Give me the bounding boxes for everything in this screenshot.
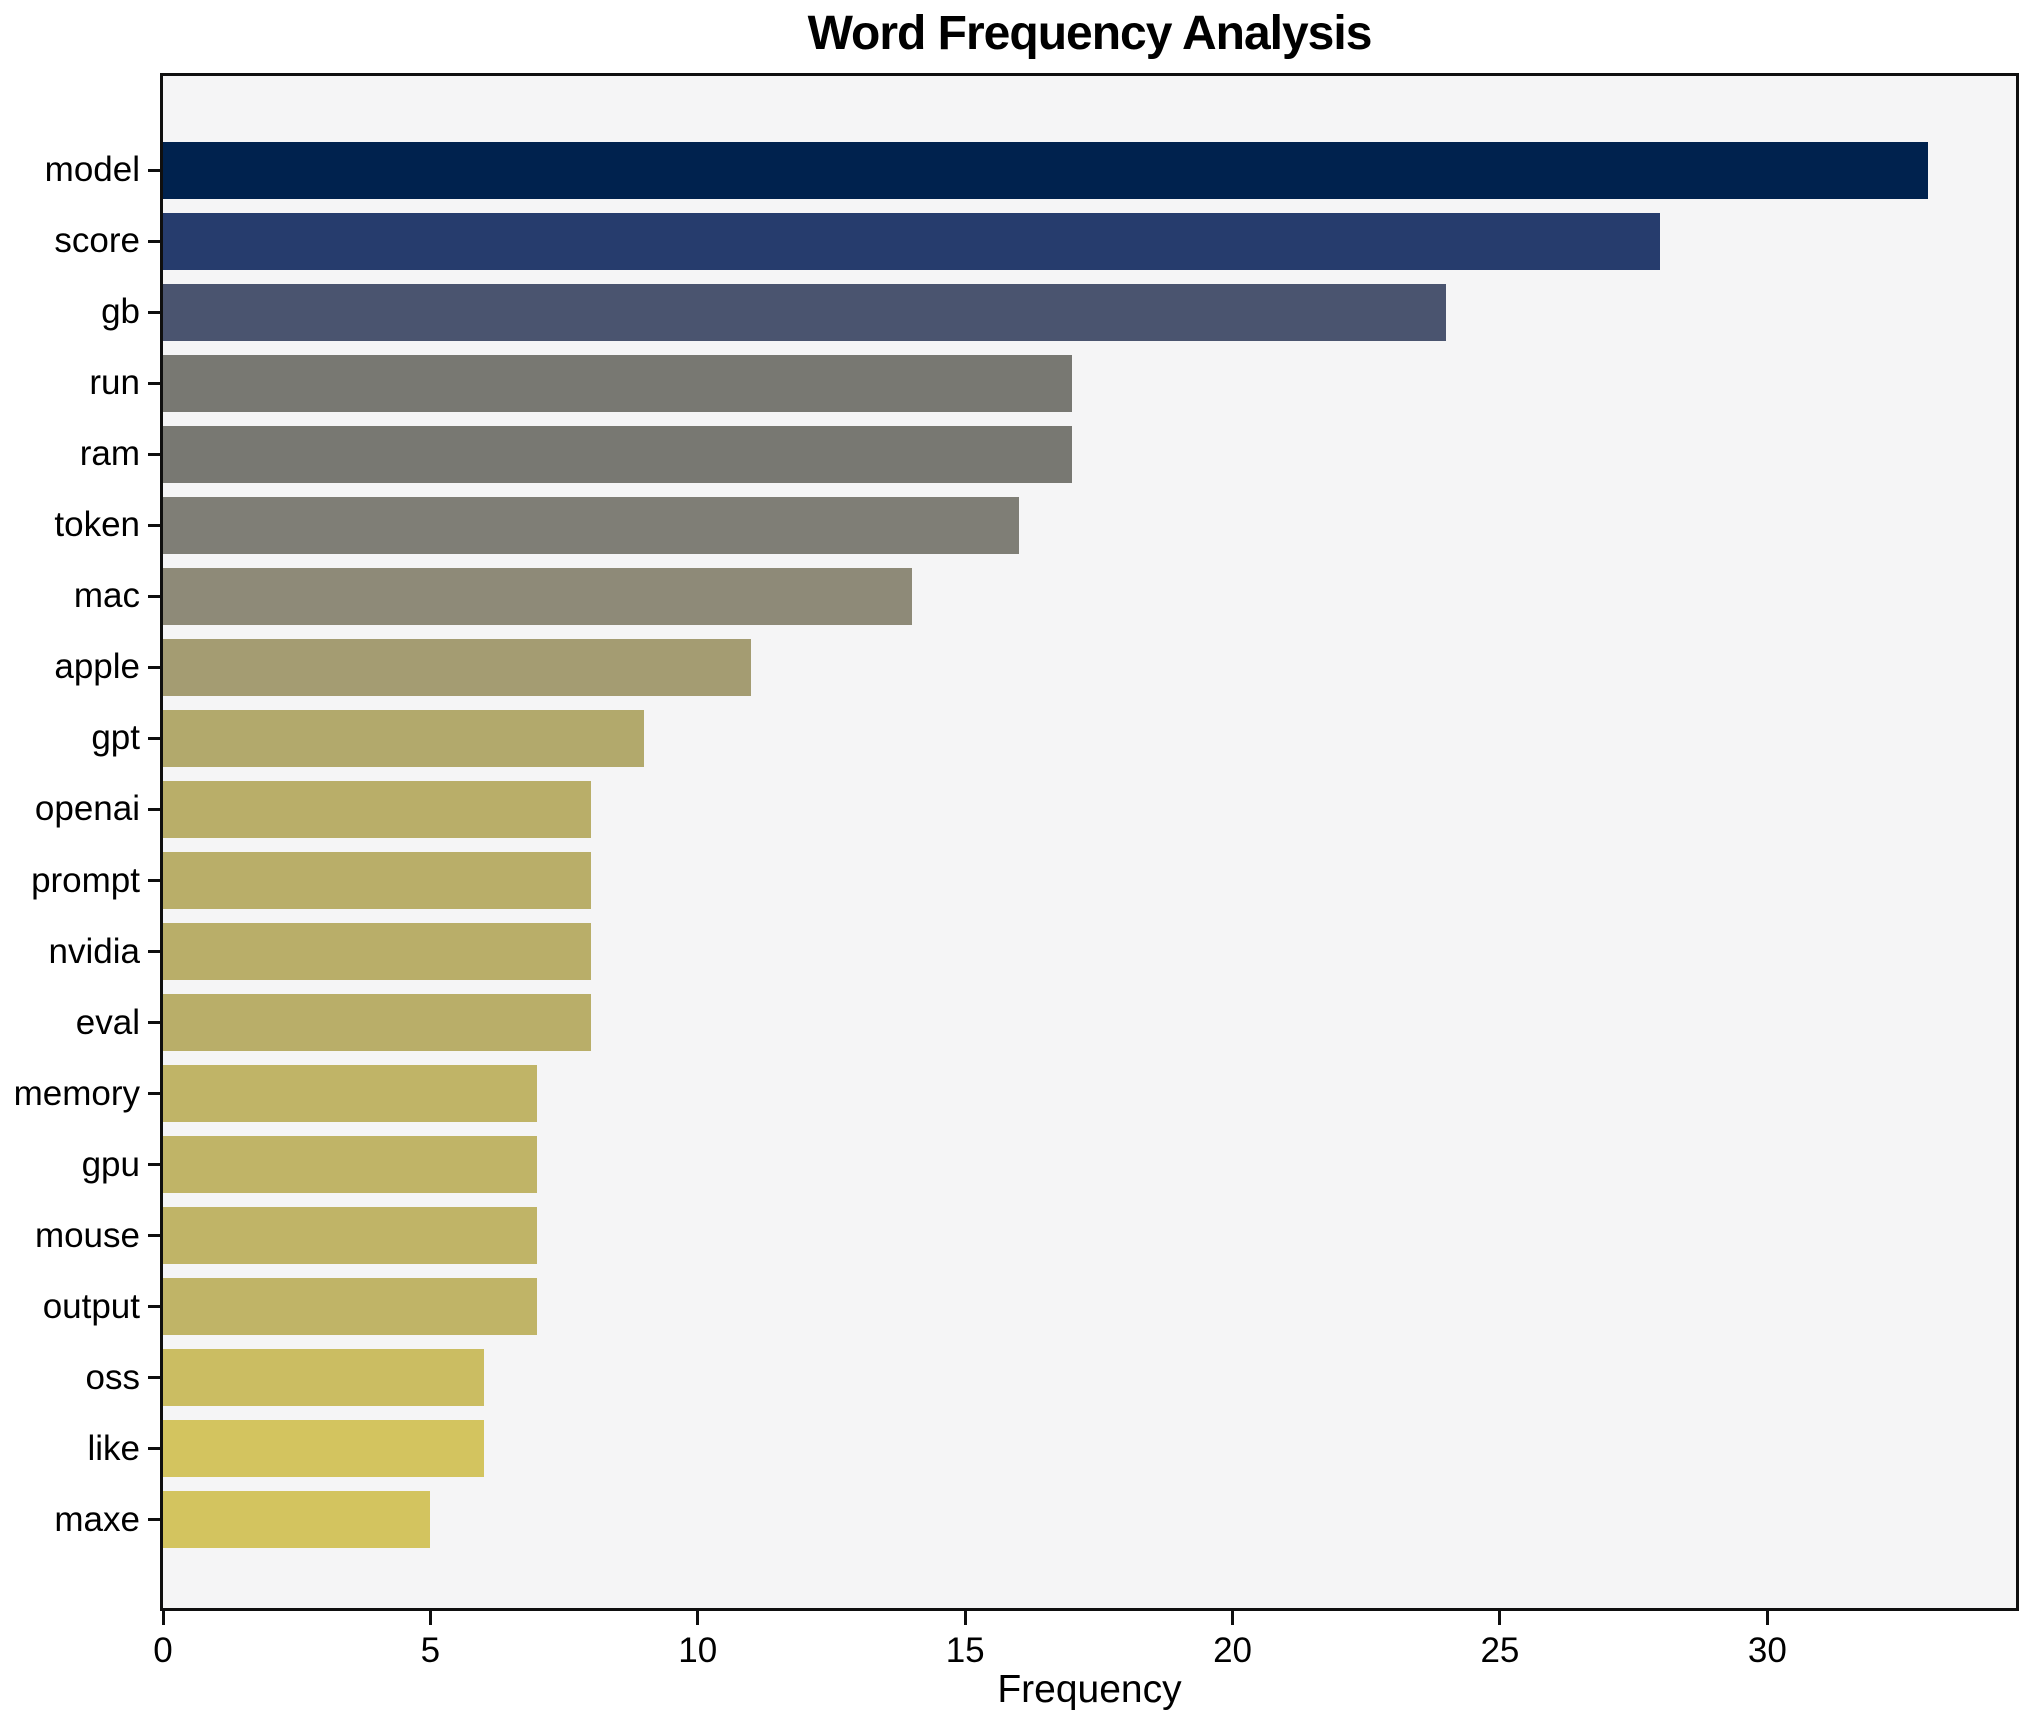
y-tick-label: model bbox=[44, 150, 140, 189]
y-tick bbox=[148, 665, 160, 669]
y-tick-label: nvidia bbox=[48, 931, 140, 971]
x-tick bbox=[161, 1611, 165, 1625]
y-tick bbox=[148, 1376, 160, 1380]
bar-eval bbox=[163, 994, 591, 1052]
bar-output bbox=[163, 1278, 538, 1336]
y-tick bbox=[148, 594, 160, 598]
y-tick bbox=[148, 1305, 160, 1309]
x-tick-label: 5 bbox=[420, 1631, 441, 1670]
bar-maxe bbox=[163, 1491, 431, 1549]
y-tick bbox=[148, 807, 160, 811]
y-tick-label: maxe bbox=[54, 1499, 140, 1539]
bar-openai bbox=[163, 780, 591, 838]
y-tick bbox=[148, 736, 160, 740]
y-tick bbox=[148, 950, 160, 954]
y-tick-label: memory bbox=[13, 1073, 140, 1113]
x-tick bbox=[963, 1611, 967, 1625]
y-tick bbox=[148, 239, 160, 243]
bar-score bbox=[163, 212, 1661, 270]
bar-mouse bbox=[163, 1207, 538, 1265]
y-tick-label: run bbox=[89, 363, 140, 403]
x-tick-label: 0 bbox=[153, 1631, 173, 1670]
y-tick-label: ram bbox=[79, 434, 140, 474]
y-tick-label: gpt bbox=[91, 718, 140, 758]
y-tick-label: gb bbox=[101, 292, 140, 332]
y-tick-label: openai bbox=[34, 789, 140, 829]
y-tick bbox=[148, 1234, 160, 1238]
x-tick-label: 25 bbox=[1480, 1631, 1520, 1670]
x-tick bbox=[1498, 1611, 1502, 1625]
plot-area bbox=[160, 73, 2019, 1611]
x-tick bbox=[696, 1611, 700, 1625]
bar-nvidia bbox=[163, 923, 591, 981]
x-axis-label: Frequency bbox=[997, 1668, 1182, 1711]
bar-mac bbox=[163, 567, 912, 625]
bar-memory bbox=[163, 1065, 538, 1123]
x-tick-label: 20 bbox=[1213, 1631, 1253, 1670]
bar-model bbox=[163, 141, 1928, 199]
y-tick-label: prompt bbox=[31, 860, 140, 900]
x-tick-label: 10 bbox=[678, 1631, 718, 1670]
bar-gb bbox=[163, 283, 1447, 341]
y-tick-label: gpu bbox=[81, 1144, 140, 1184]
bar-ram bbox=[163, 425, 1073, 483]
y-tick-label: apple bbox=[54, 647, 140, 687]
y-tick bbox=[148, 1518, 160, 1522]
y-tick bbox=[148, 452, 160, 456]
bar-run bbox=[163, 354, 1073, 412]
y-tick bbox=[148, 523, 160, 527]
y-tick bbox=[148, 879, 160, 882]
y-tick bbox=[148, 1163, 160, 1167]
y-tick bbox=[148, 381, 160, 385]
bar-token bbox=[163, 496, 1019, 554]
chart-title: Word Frequency Analysis bbox=[807, 7, 1373, 60]
bar-gpu bbox=[163, 1136, 538, 1194]
y-tick bbox=[148, 1092, 160, 1096]
bar-oss bbox=[163, 1349, 484, 1407]
y-tick bbox=[148, 168, 160, 172]
x-tick bbox=[1231, 1611, 1235, 1625]
x-tick bbox=[1765, 1611, 1769, 1625]
bar-gpt bbox=[163, 709, 645, 767]
bar-apple bbox=[163, 638, 752, 696]
x-tick-label: 30 bbox=[1747, 1631, 1787, 1670]
bar-like bbox=[163, 1420, 484, 1478]
y-tick-label: like bbox=[87, 1428, 140, 1468]
y-tick-label: score bbox=[54, 221, 140, 261]
y-tick bbox=[148, 310, 160, 314]
y-tick-label: mac bbox=[73, 576, 140, 616]
y-tick bbox=[148, 1447, 160, 1451]
x-tick bbox=[428, 1611, 432, 1625]
y-tick-label: mouse bbox=[34, 1215, 140, 1255]
y-tick-label: oss bbox=[85, 1357, 140, 1397]
y-tick bbox=[148, 1021, 160, 1025]
bar-prompt bbox=[163, 852, 591, 909]
x-tick-label: 15 bbox=[945, 1631, 985, 1670]
y-tick-label: output bbox=[42, 1286, 140, 1326]
y-tick-label: eval bbox=[75, 1002, 140, 1042]
y-tick-label: token bbox=[54, 505, 140, 545]
